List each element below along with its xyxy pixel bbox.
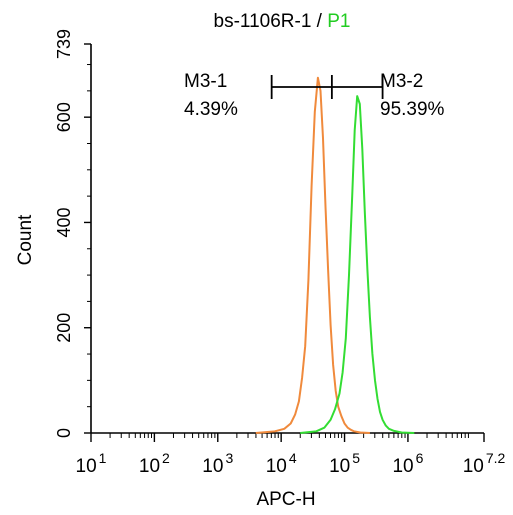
gate-2-percent: 95.39% [380, 99, 445, 120]
x-tick-label: 10 3 [202, 450, 233, 477]
histogram-series-1 [255, 76, 370, 434]
y-tick-label: 200 [54, 313, 74, 343]
chart-title: bs-1106R-1 / P1 [214, 11, 351, 32]
title-sample: bs-1106R-1 [214, 11, 312, 32]
x-tick-label: 10 1 [76, 450, 107, 477]
gate-1-percent: 4.39% [184, 99, 238, 120]
y-tick-label: 739 [54, 29, 74, 59]
y-axis-label: Count [15, 214, 36, 265]
x-tick-label: 10 6 [392, 450, 423, 477]
y-tick-label: 0 [54, 428, 74, 438]
gate-2-name: M3-2 [380, 71, 423, 92]
x-tick-label: 10 2 [139, 450, 170, 477]
x-tick-label: 10 5 [329, 450, 360, 477]
y-tick-label: 600 [54, 102, 74, 132]
histogram-series-2 [300, 95, 415, 434]
title-gate: P1 [327, 11, 350, 32]
x-tick-label: 10 7.2 [463, 450, 506, 477]
x-tick-label: 10 4 [266, 450, 297, 477]
title-separator: / [311, 11, 327, 32]
x-axis-label: APC-H [256, 489, 315, 510]
plot-area: 0 200 400 600 739 10 1 10 2 10 3 10 4 10 5 10 6 10 7.2 M3-1… [54, 29, 506, 477]
gate-1-name: M3-1 [184, 71, 227, 92]
y-tick-label: 400 [54, 207, 74, 237]
